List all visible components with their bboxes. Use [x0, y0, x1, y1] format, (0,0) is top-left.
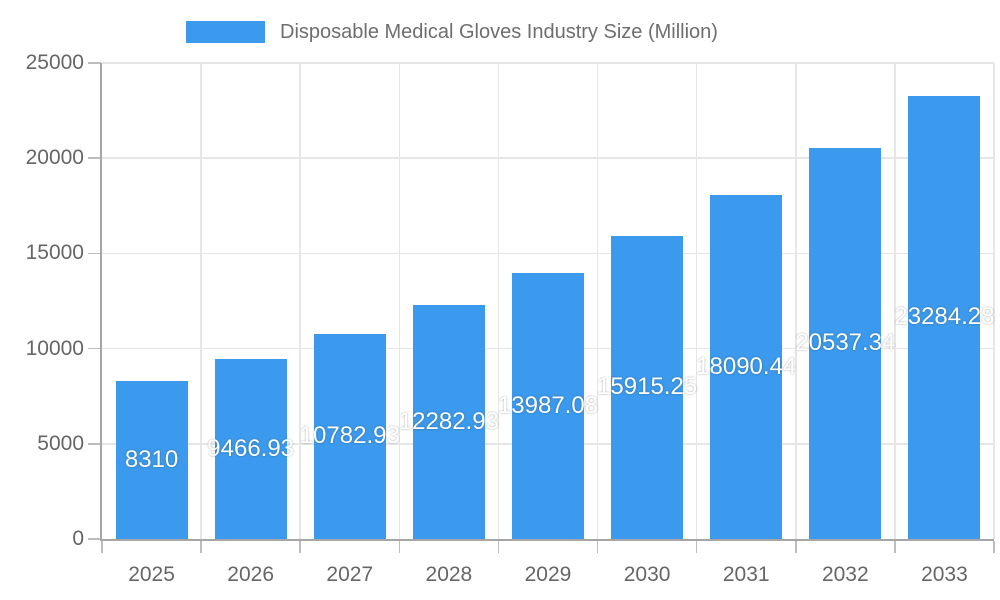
x-axis-category-label: 2028 [425, 563, 473, 586]
x-axis-tick [398, 541, 401, 553]
y-gridline [102, 252, 994, 255]
x-gridline [497, 63, 500, 539]
x-axis-tick [101, 541, 103, 553]
bar-2029[interactable]: 13987.08 [498, 272, 598, 539]
bar-2025[interactable]: 8310 [115, 380, 188, 539]
bar-2028[interactable]: 12282.93 [399, 305, 499, 539]
x-gridline [894, 63, 896, 539]
y-axis-tick [88, 443, 101, 445]
bar-2027[interactable]: 10782.93 [300, 333, 400, 539]
bar-value-label: 20537.34 [795, 329, 896, 357]
y-axis-tick [88, 157, 101, 159]
x-gridline [596, 63, 599, 539]
x-axis-tick [894, 541, 896, 553]
x-axis-category-label: 2027 [326, 563, 374, 586]
bar-value-label: 9466.93 [207, 434, 295, 462]
x-axis-tick [596, 541, 599, 553]
x-axis-category-label: 2029 [524, 563, 572, 586]
x-axis-tick [695, 541, 698, 553]
bar-2032[interactable]: 20537.34 [795, 147, 895, 539]
y-axis-tick-label: 25000 [25, 51, 84, 74]
legend-swatch-icon [186, 21, 265, 43]
y-axis-line [100, 63, 102, 541]
x-axis-tick [993, 541, 995, 553]
bar-value-label: 8310 [124, 445, 179, 473]
bar-value-label: 10782.93 [299, 422, 400, 450]
bar-value-label: 13987.08 [497, 391, 599, 419]
bar-2033[interactable]: 23284.28 [894, 95, 994, 539]
x-axis-tick [795, 541, 797, 553]
bar-value-label: 12282.93 [398, 408, 499, 436]
y-axis-tick-label: 15000 [25, 241, 84, 265]
x-gridline [695, 63, 698, 539]
x-axis-tick [200, 541, 202, 553]
y-axis-tick [88, 62, 101, 64]
x-gridline [398, 63, 401, 539]
bar-2026[interactable]: 9466.93 [207, 358, 294, 539]
x-axis-tick [299, 541, 301, 553]
y-axis-tick-label: 0 [72, 527, 84, 550]
y-axis-tick-label: 10000 [25, 336, 84, 360]
legend-item[interactable]: Disposable Medical Gloves Industry Size … [186, 21, 718, 43]
x-gridline [795, 63, 797, 539]
x-axis-tick [497, 541, 500, 553]
x-axis-category-label: 2033 [921, 563, 968, 586]
x-axis-line [100, 539, 994, 541]
bar-2030[interactable]: 15915.25 [597, 235, 697, 539]
bar-value-label: 23284.28 [894, 303, 995, 331]
x-gridline [200, 63, 202, 539]
x-gridline [993, 63, 995, 539]
x-axis-category-label: 2031 [722, 563, 770, 586]
y-axis-tick-label: 5000 [37, 431, 84, 455]
x-axis-category-label: 2030 [623, 563, 671, 586]
bar-value-label: 15915.25 [597, 373, 698, 401]
bar-value-label: 18090.44 [696, 352, 797, 380]
y-gridline [102, 157, 994, 159]
y-axis-tick [88, 347, 101, 350]
y-gridline [102, 62, 994, 64]
x-axis-category-label: 2032 [821, 563, 869, 586]
x-axis-category-label: 2025 [128, 563, 175, 586]
x-axis-category-label: 2026 [227, 563, 275, 586]
y-axis-tick [88, 538, 101, 540]
x-gridline [299, 63, 301, 539]
bar-2031[interactable]: 18090.44 [696, 194, 796, 539]
y-axis-tick [88, 252, 101, 255]
y-axis-tick-label: 20000 [25, 146, 84, 170]
legend-label: Disposable Medical Gloves Industry Size … [280, 21, 718, 43]
